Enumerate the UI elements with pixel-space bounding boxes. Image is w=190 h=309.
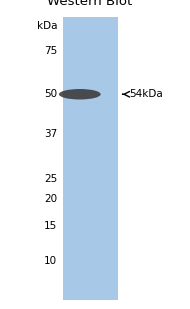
Text: 15: 15	[44, 221, 57, 231]
Bar	[63, 17, 118, 300]
Text: 37: 37	[44, 129, 57, 139]
Ellipse shape	[59, 89, 101, 99]
Text: kDa: kDa	[36, 21, 57, 31]
Text: 20: 20	[44, 194, 57, 204]
Text: 75: 75	[44, 46, 57, 56]
Text: 25: 25	[44, 174, 57, 184]
Text: 50: 50	[44, 89, 57, 99]
Text: 54kDa: 54kDa	[129, 89, 163, 99]
Text: 10: 10	[44, 256, 57, 266]
Text: Western Blot: Western Blot	[47, 0, 132, 8]
